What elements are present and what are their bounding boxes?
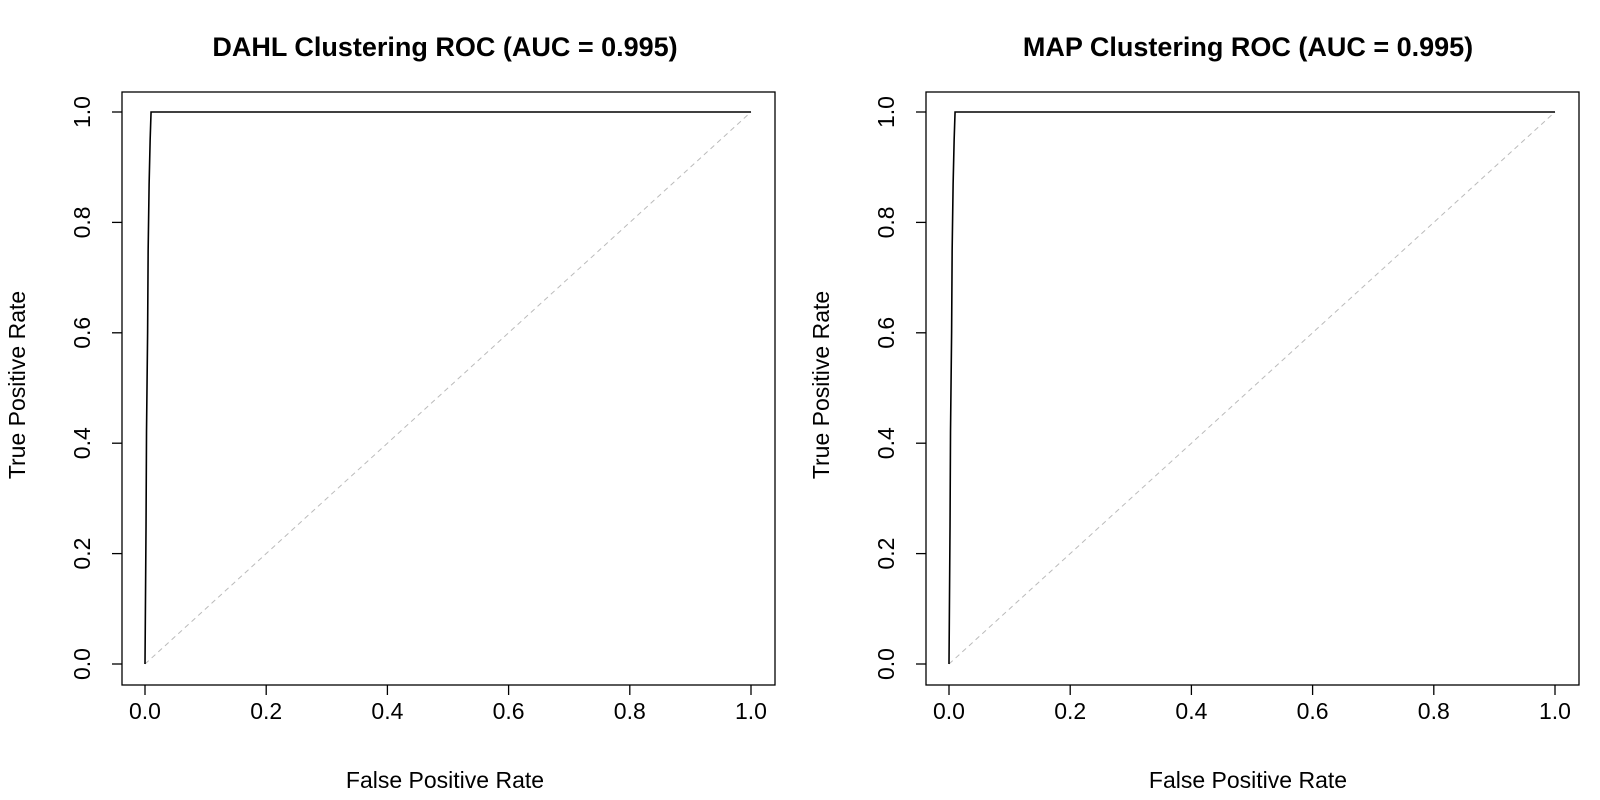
chart-panel-dahl: DAHL Clustering ROC (AUC = 0.995) False …	[4, 32, 776, 793]
x-tick-label: 0.0	[933, 698, 965, 724]
y-tick-label: 0.6	[873, 317, 899, 349]
y-axis-label: True Positive Rate	[808, 291, 834, 479]
x-axis-label: False Positive Rate	[346, 767, 544, 793]
x-axis-label: False Positive Rate	[1149, 767, 1347, 793]
chart-panel-map: MAP Clustering ROC (AUC = 0.995) False P…	[808, 32, 1580, 793]
roc-curve-line	[948, 111, 1555, 665]
x-tick-label: 0.0	[129, 698, 161, 724]
x-tick-label: 0.4	[371, 698, 403, 724]
y-tick-label: 0.2	[69, 538, 95, 570]
y-tick-label: 0.0	[69, 648, 95, 680]
roc-curve-line	[144, 111, 751, 665]
y-tick-label: 1.0	[873, 96, 899, 128]
x-tick-label: 0.6	[493, 698, 525, 724]
chart-title: MAP Clustering ROC (AUC = 0.995)	[1023, 32, 1473, 62]
y-tick-label: 0.6	[69, 317, 95, 349]
y-tick-label: 0.8	[873, 206, 899, 238]
y-axis-label: True Positive Rate	[4, 291, 30, 479]
chart-title: DAHL Clustering ROC (AUC = 0.995)	[212, 32, 677, 62]
reference-diagonal-line	[948, 111, 1556, 665]
x-tick-label: 0.2	[250, 698, 282, 724]
y-tick-label: 0.4	[873, 427, 899, 459]
y-tick-label: 0.0	[873, 648, 899, 680]
x-tick-label: 1.0	[735, 698, 767, 724]
x-tick-label: 0.6	[1297, 698, 1329, 724]
x-tick-label: 0.2	[1054, 698, 1086, 724]
x-tick-label: 0.8	[1418, 698, 1450, 724]
x-tick-label: 0.4	[1175, 698, 1207, 724]
x-tick-label: 0.8	[614, 698, 646, 724]
plot-frame	[925, 91, 1580, 686]
y-tick-label: 0.2	[873, 538, 899, 570]
y-tick-label: 0.8	[69, 206, 95, 238]
y-tick-label: 0.4	[69, 427, 95, 459]
x-tick-label: 1.0	[1539, 698, 1571, 724]
y-tick-label: 1.0	[69, 96, 95, 128]
plot-frame	[121, 91, 776, 686]
reference-diagonal-line	[144, 111, 752, 665]
